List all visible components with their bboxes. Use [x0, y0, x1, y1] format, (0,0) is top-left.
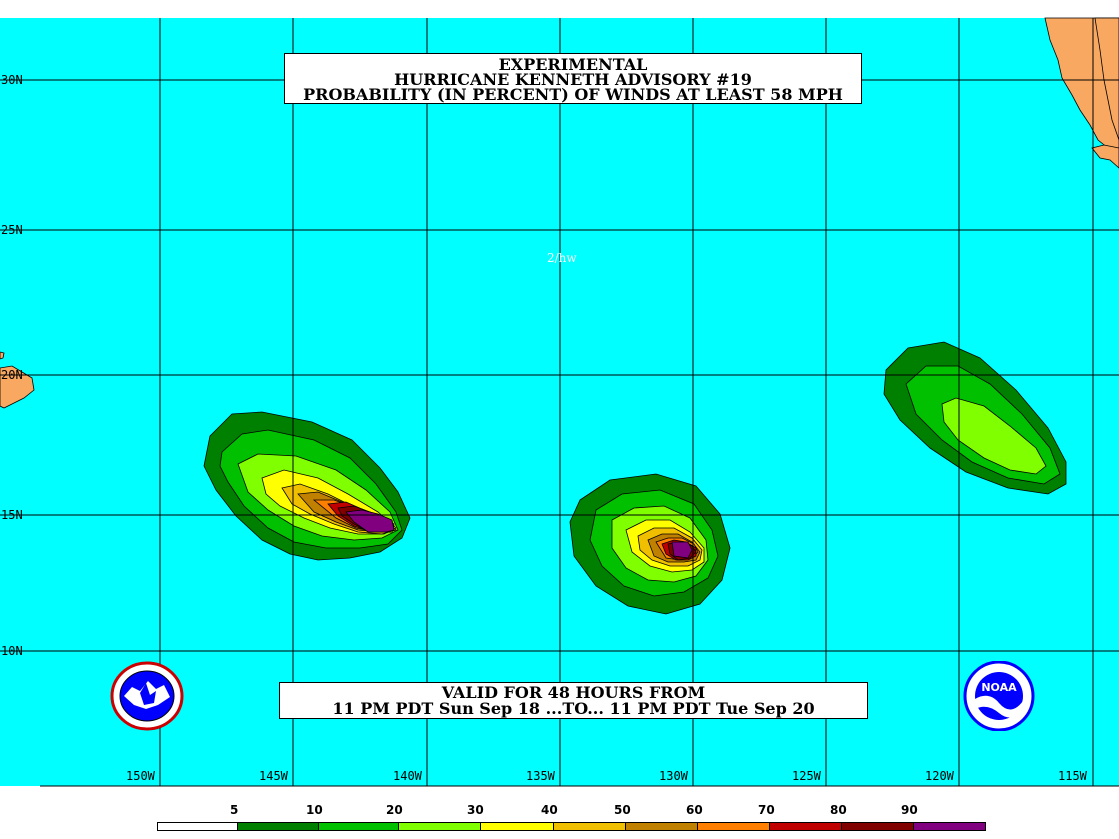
- validity-box: VALID FOR 48 HOURS FROM 11 PM PDT Sun Se…: [279, 682, 868, 719]
- land-mainland: [1094, 17, 1119, 141]
- legend-swatch: [841, 822, 914, 831]
- legend-swatch: [553, 822, 626, 831]
- probability-area-east: [883, 341, 1067, 495]
- legend-label-60: 60: [686, 803, 703, 817]
- noaa-logo-text: NOAA: [981, 681, 1017, 694]
- legend-swatch: [398, 822, 481, 831]
- probability-area-center: [569, 473, 731, 615]
- legend-label-90: 90: [901, 803, 918, 817]
- legend-swatch: [913, 822, 986, 831]
- probability-area-west: [203, 411, 411, 561]
- forecaster-initials: 2/hw: [547, 251, 577, 265]
- validity-line-1: VALID FOR 48 HOURS FROM: [441, 683, 706, 702]
- lon-label-135w: 135W: [526, 769, 555, 783]
- lat-label-30n: 30N: [1, 73, 23, 87]
- lat-label-10n: 10N: [1, 644, 23, 658]
- noaa-logo: NOAA: [963, 661, 1035, 731]
- legend-swatch: [318, 822, 399, 831]
- legend-label-50: 50: [614, 803, 631, 817]
- legend-swatch: [237, 822, 319, 831]
- legend-swatch: [769, 822, 842, 831]
- lon-label-115w: 115W: [1058, 769, 1087, 783]
- lon-label-140w: 140W: [393, 769, 422, 783]
- land-baja-tip: [1091, 144, 1119, 169]
- legend-swatch: [625, 822, 698, 831]
- title-line-2: HURRICANE KENNETH ADVISORY #19: [394, 70, 752, 89]
- legend-swatch: [157, 822, 238, 831]
- lon-label-125w: 125W: [792, 769, 821, 783]
- land-hawaii: [0, 365, 35, 409]
- land-hawaii-islet: [0, 351, 5, 360]
- legend-label-40: 40: [541, 803, 558, 817]
- nws-logo: [110, 661, 184, 731]
- legend-label-70: 70: [758, 803, 775, 817]
- legend-swatch: [480, 822, 554, 831]
- legend-label-30: 30: [467, 803, 484, 817]
- graticule: [0, 18, 1119, 786]
- lat-label-20n: 20N: [1, 368, 23, 382]
- legend-swatch: [697, 822, 770, 831]
- legend-label-80: 80: [830, 803, 847, 817]
- lat-label-15n: 15N: [1, 508, 23, 522]
- lat-label-25n: 25N: [1, 223, 23, 237]
- lon-label-150w: 150W: [126, 769, 155, 783]
- lon-label-120w: 120W: [925, 769, 954, 783]
- title-line-3: PROBABILITY (IN PERCENT) OF WINDS AT LEA…: [303, 85, 843, 104]
- legend-label-20: 20: [386, 803, 403, 817]
- legend-label-10: 10: [306, 803, 323, 817]
- legend-label-5: 5: [230, 803, 239, 817]
- lon-label-145w: 145W: [259, 769, 288, 783]
- validity-line-2: 11 PM PDT Sun Sep 18 ...TO... 11 PM PDT …: [332, 699, 815, 718]
- title-line-1: EXPERIMENTAL: [498, 55, 648, 74]
- lon-label-130w: 130W: [659, 769, 688, 783]
- title-box: EXPERIMENTAL HURRICANE KENNETH ADVISORY …: [284, 53, 862, 104]
